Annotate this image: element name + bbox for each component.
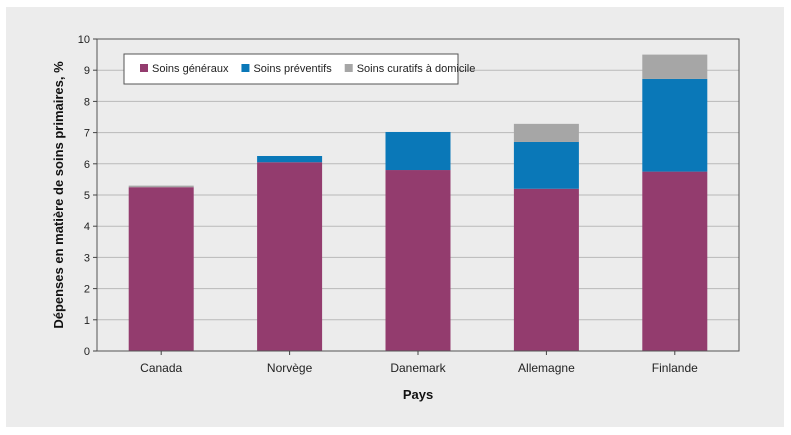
bars-group <box>128 54 708 351</box>
y-tick-label: 6 <box>84 159 90 171</box>
x-tick-label: Norvège <box>267 361 313 375</box>
bar-segment <box>128 187 194 351</box>
x-tick-label: Danemark <box>390 361 446 375</box>
y-tick-label: 3 <box>84 252 90 264</box>
legend-swatch <box>344 64 353 72</box>
x-tick-label: Canada <box>140 361 182 375</box>
bar-segment <box>642 171 708 351</box>
legend-label: Soins curatifs à domicile <box>357 63 476 75</box>
legend-label: Soins préventifs <box>253 63 332 75</box>
y-tick-label: 5 <box>84 190 90 202</box>
legend-box <box>123 53 459 85</box>
x-tick-label: Allemagne <box>518 361 575 375</box>
y-tick-label: 9 <box>84 65 90 77</box>
y-tick-label: 7 <box>84 128 90 140</box>
legend: Soins généraux Soins préventifs Soins cura… <box>123 53 476 85</box>
y-tick-label: 10 <box>78 34 90 46</box>
bar-segment <box>385 131 451 171</box>
bar-segment <box>128 185 194 188</box>
y-axis-title: Dépenses en matière de soins primaires, … <box>51 61 66 329</box>
x-tick-labels: Canada Norvège Danemark Allemagne Finlande <box>140 351 698 375</box>
bar-segment <box>513 123 579 142</box>
y-tick-label: 8 <box>84 96 90 108</box>
bar-segment <box>257 156 323 163</box>
y-tick-label: 1 <box>84 315 90 327</box>
legend-swatch <box>140 64 148 72</box>
bar-segment <box>513 141 579 189</box>
y-tick-label: 2 <box>84 284 90 296</box>
legend-label: Soins généraux <box>152 63 229 75</box>
x-tick-label: Finlande <box>652 361 698 375</box>
bar-segment <box>642 54 708 79</box>
bar-segment <box>642 78 708 172</box>
y-tick-labels: 0 1 2 3 4 5 6 7 8 9 10 <box>78 34 97 358</box>
bar-segment <box>513 188 579 351</box>
x-axis-title: Pays <box>403 387 433 402</box>
bar-segment <box>385 170 451 351</box>
y-tick-label: 4 <box>84 221 90 233</box>
y-tick-label: 0 <box>84 346 90 358</box>
legend-swatch <box>241 64 250 72</box>
bar-segment <box>257 162 323 351</box>
